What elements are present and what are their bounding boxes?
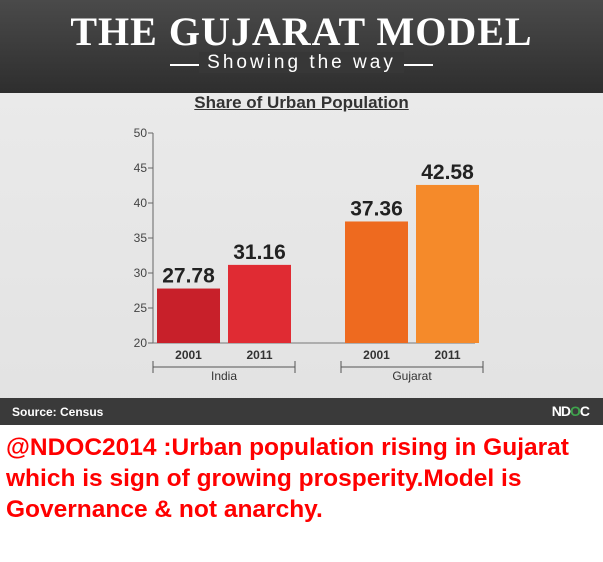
header-banner: THE GUJARAT MODEL Showing the way [0, 0, 603, 93]
bar [157, 288, 220, 343]
group-label: India [211, 369, 237, 383]
bar-value-label: 31.16 [233, 241, 286, 264]
headline: THE GUJARAT MODEL [70, 9, 533, 54]
y-tick-label: 40 [134, 196, 148, 210]
x-tick-label: 2011 [434, 348, 460, 362]
y-tick-label: 35 [134, 231, 148, 245]
tagline: Showing the way [199, 52, 404, 73]
y-tick-label: 20 [134, 336, 148, 350]
x-tick-label: 2001 [363, 348, 390, 362]
x-tick-label: 2001 [175, 348, 202, 362]
group-label: Gujarat [392, 369, 432, 383]
y-tick-label: 30 [134, 266, 148, 280]
bar [345, 221, 408, 343]
y-tick-label: 45 [134, 161, 148, 175]
bar-value-label: 37.36 [350, 197, 403, 220]
caption-text: @NDOC2014 :Urban population rising in Gu… [6, 434, 569, 523]
bar-value-label: 27.78 [162, 265, 215, 288]
logo-text-nd: ND [551, 403, 571, 419]
bar [228, 264, 291, 343]
ndoc-logo: NDOC [551, 403, 590, 419]
footer-bar: Source: Census NDOC [0, 398, 603, 425]
bar-chart: 20 25 30 35 40 45 50 27.78 2001 31.16 2011 India 37.… [134, 126, 484, 383]
logo-text-o: O [569, 403, 581, 419]
chart-title: Share of Urban Population [194, 93, 409, 112]
bar [416, 184, 479, 343]
tagline-row: Showing the way [0, 52, 603, 78]
bar-value-label: 42.58 [421, 161, 474, 184]
logo-text-c: C [579, 403, 590, 419]
y-tick-label: 25 [134, 301, 148, 315]
infographic-card: THE GUJARAT MODEL Showing the way Share … [0, 0, 603, 425]
source-label: Source: Census [12, 405, 104, 419]
y-tick-label: 50 [134, 126, 148, 140]
x-tick-label: 2011 [246, 348, 272, 362]
